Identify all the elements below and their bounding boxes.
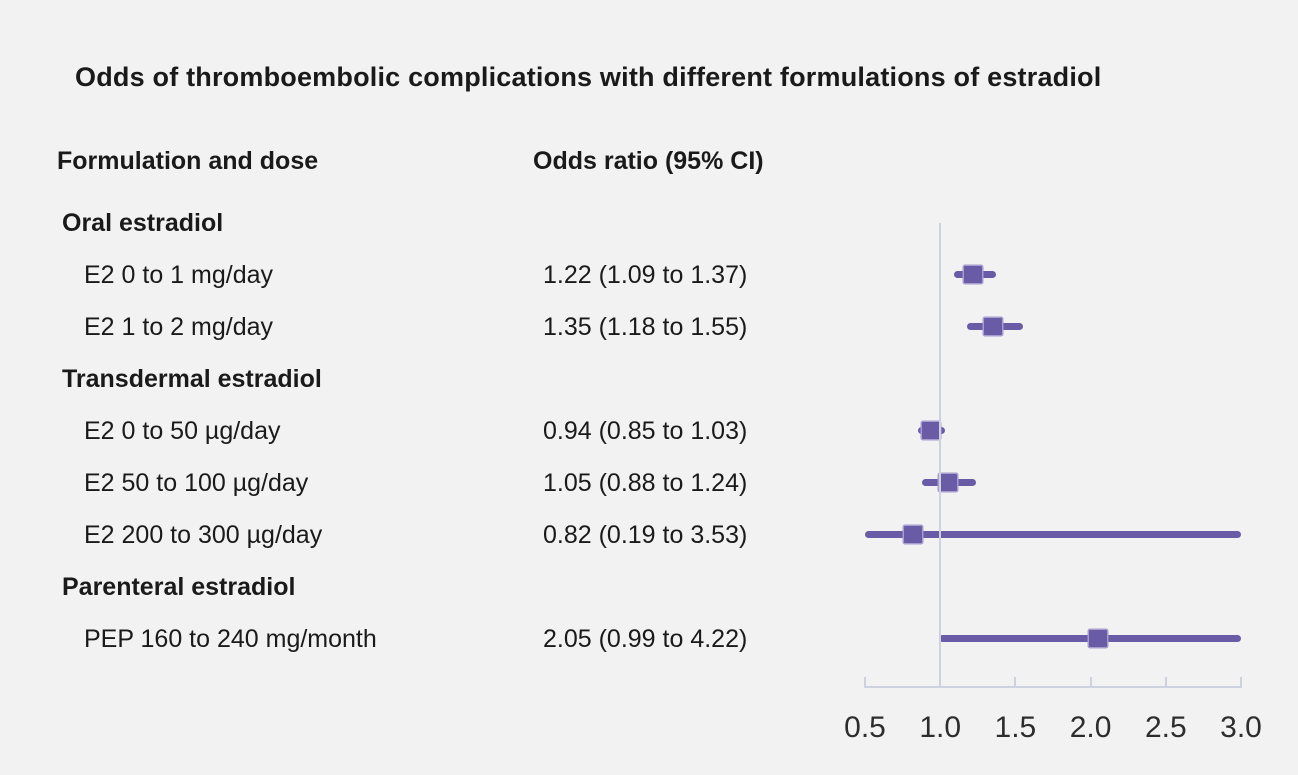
confidence-interval-line <box>865 531 1241 538</box>
section-label: Oral estradiol <box>62 209 224 237</box>
point-estimate-marker <box>904 526 923 543</box>
figure-title: Odds of thromboembolic complications wit… <box>75 62 1102 92</box>
point-estimate-marker <box>964 266 983 283</box>
x-axis-tick <box>1089 677 1092 687</box>
x-axis-tick <box>1164 677 1167 687</box>
section-label: Parenteral estradiol <box>62 573 296 601</box>
x-axis-tick-label: 1.5 <box>994 711 1037 744</box>
x-axis-tick-label: 1.0 <box>919 711 962 744</box>
item-label: E2 1 to 2 mg/day <box>84 313 274 341</box>
item-label: PEP 160 to 240 mg/month <box>84 625 377 653</box>
item-label: E2 0 to 50 µg/day <box>84 417 281 445</box>
reference-line-1.0 <box>939 223 942 688</box>
item-label: E2 50 to 100 µg/day <box>84 469 309 497</box>
x-axis-tick-label: 0.5 <box>844 711 886 744</box>
point-estimate-marker <box>922 422 941 439</box>
odds-ratio-value: 0.94 (0.85 to 1.03) <box>543 417 748 445</box>
item-label: E2 200 to 300 µg/day <box>84 521 323 549</box>
point-estimate-marker <box>983 318 1002 335</box>
point-estimate-marker <box>938 474 957 491</box>
x-axis-tick-label: 3.0 <box>1220 711 1262 744</box>
odds-ratio-value: 1.05 (0.88 to 1.24) <box>543 469 748 497</box>
point-estimate-marker <box>1089 630 1108 647</box>
column-header-formulation: Formulation and dose <box>57 147 319 175</box>
x-axis-tick <box>939 677 942 687</box>
x-axis-tick-label: 2.5 <box>1144 711 1187 744</box>
x-axis-tick <box>1240 677 1242 687</box>
x-axis-tick <box>1014 677 1017 687</box>
odds-ratio-value: 1.22 (1.09 to 1.37) <box>543 261 748 289</box>
x-axis-tick-label: 2.0 <box>1069 711 1112 744</box>
x-axis-tick <box>864 677 866 687</box>
section-label: Transdermal estradiol <box>62 365 322 393</box>
x-axis-line <box>864 686 1242 688</box>
odds-ratio-value: 1.35 (1.18 to 1.55) <box>543 313 748 341</box>
column-header-odds-ratio: Odds ratio (95% CI) <box>533 147 764 175</box>
odds-ratio-value: 2.05 (0.99 to 4.22) <box>543 625 748 653</box>
odds-ratio-value: 0.82 (0.19 to 3.53) <box>543 521 748 549</box>
item-label: E2 0 to 1 mg/day <box>84 261 274 289</box>
